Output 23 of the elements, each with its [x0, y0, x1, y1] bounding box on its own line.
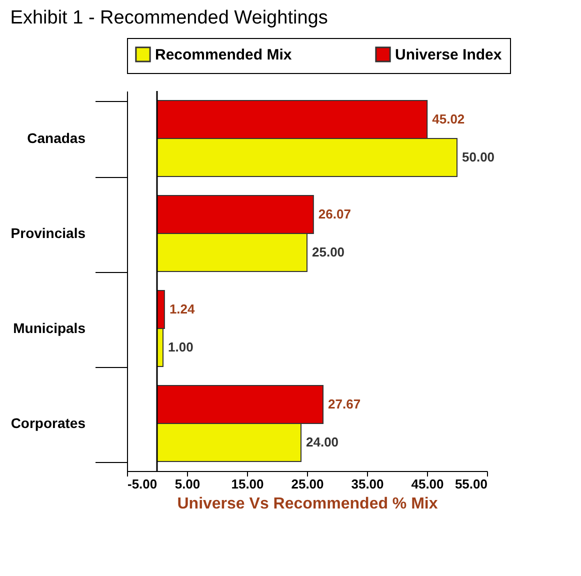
legend-label: Recommended Mix	[155, 46, 292, 64]
data-label: 1.00	[168, 340, 194, 354]
y-tick-label: Municipals	[13, 320, 86, 336]
data-label: 25.00	[312, 244, 345, 260]
x-axis-title: Universe Vs Recommended % Mix	[177, 496, 438, 512]
legend-label: Universe Index	[395, 46, 502, 64]
data-label: 50.00	[462, 150, 495, 164]
x-tick-label: 55.00	[454, 476, 488, 492]
x-tick-label: -5.00	[128, 476, 158, 492]
x-tick-label: 25.00	[291, 476, 324, 492]
y-tick-label: Corporates	[10, 415, 86, 431]
data-label: 24.00	[306, 434, 339, 450]
x-tick-label: 45.00	[411, 476, 444, 492]
data-label: 27.67	[328, 396, 361, 412]
data-label: 1.24	[169, 302, 196, 316]
x-tick-label: 15.00	[231, 476, 264, 492]
y-tick-label: Provincials	[10, 225, 86, 241]
x-tick-label: 35.00	[351, 476, 384, 492]
data-label: 45.02	[432, 112, 465, 126]
data-label: 26.07	[318, 206, 351, 222]
chart-title: Exhibit 1 - Recommended Weightings	[10, 8, 328, 28]
x-tick-label: 5.00	[174, 476, 200, 492]
y-tick-label: Canadas	[27, 130, 86, 146]
